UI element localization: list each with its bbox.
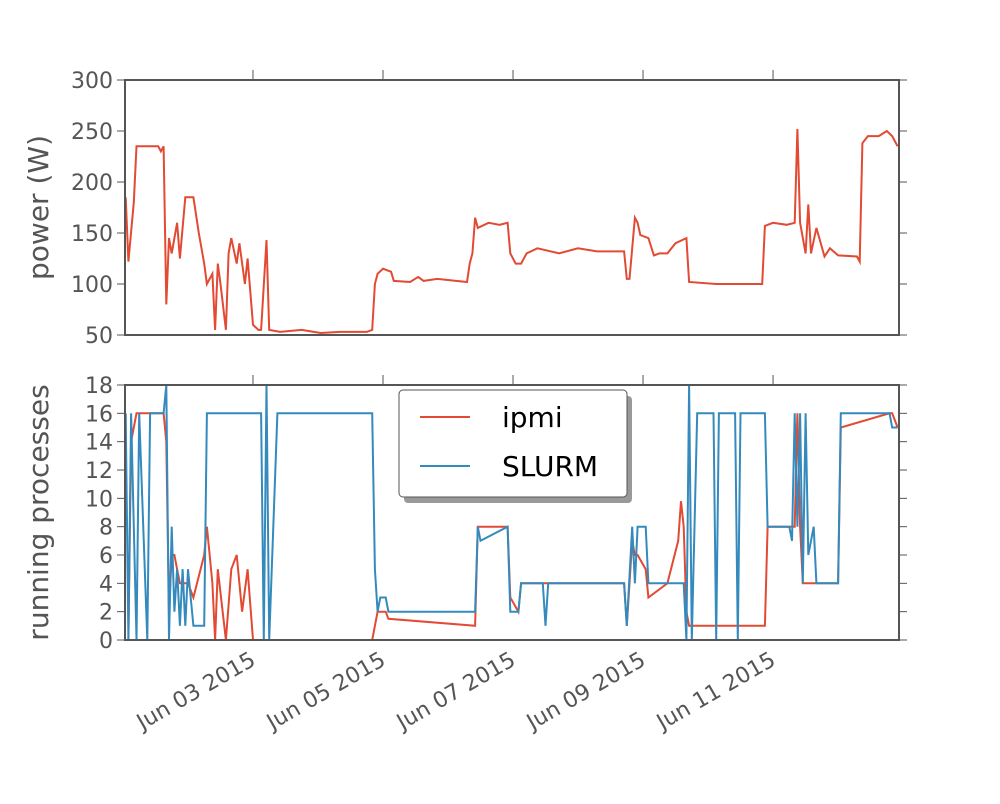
y-axis-label: running processes [22, 384, 55, 640]
axes-frame [124, 384, 900, 641]
y-tick-label: 8 [99, 516, 113, 541]
legend-label: SLURM [502, 450, 598, 483]
y-tick-label: 200 [71, 171, 113, 196]
y-tick-label: 2 [99, 601, 113, 626]
y-tick-label: 10 [85, 487, 113, 512]
y-tick-label: 300 [71, 69, 113, 94]
axes-frame [124, 79, 900, 336]
legend-label: ipmi [502, 401, 563, 434]
y-tick-label: 50 [85, 324, 113, 349]
y-tick-label: 12 [85, 459, 113, 484]
y-tick-label: 0 [99, 629, 113, 654]
x-tick-label: Jun 11 2015 [651, 648, 780, 737]
y-tick-label: 14 [85, 431, 113, 456]
y-tick-label: 250 [71, 120, 113, 145]
x-tick-label: Jun 09 2015 [521, 648, 650, 737]
y-axis-label: power (W) [22, 135, 55, 280]
y-tick-label: 16 [85, 402, 113, 427]
y-tick-label: 150 [71, 222, 113, 247]
data-line [125, 385, 898, 640]
x-tick-label: Jun 03 2015 [131, 648, 260, 737]
y-tick-label: 18 [85, 374, 113, 399]
data-line [125, 128, 899, 335]
y-tick-label: 4 [99, 572, 113, 597]
y-tick-label: 6 [99, 544, 113, 569]
y-tick-label: 100 [71, 273, 113, 298]
x-tick-label: Jun 07 2015 [391, 648, 520, 737]
x-tick-label: Jun 05 2015 [261, 648, 390, 737]
